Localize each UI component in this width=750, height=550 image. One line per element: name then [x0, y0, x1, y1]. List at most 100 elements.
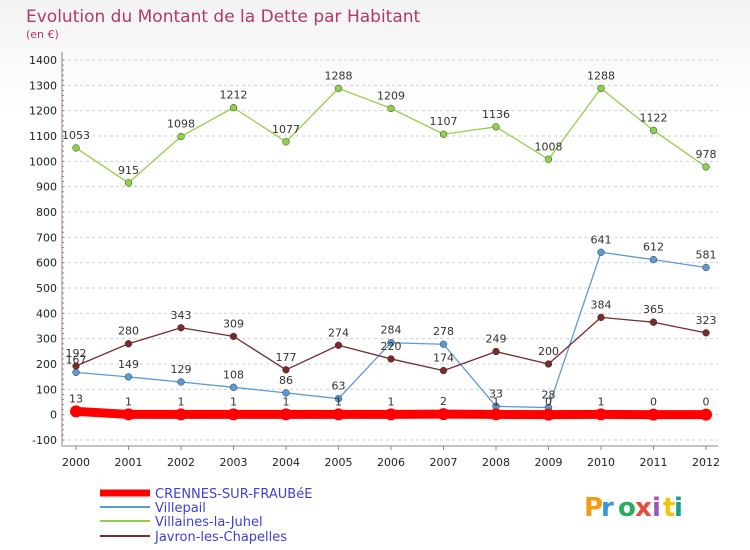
data-label: 274: [328, 326, 349, 339]
data-point: [437, 408, 450, 421]
data-point: [177, 324, 185, 332]
data-point: [597, 313, 605, 322]
x-tick-label: 2003: [220, 456, 248, 469]
y-tick-label: 400: [36, 307, 57, 320]
data-point: [544, 155, 553, 163]
x-tick-label: 2006: [377, 456, 405, 469]
x-tick-label: 2004: [272, 456, 300, 469]
data-point: [385, 408, 397, 421]
data-label: 1: [388, 395, 395, 408]
legend-label: Villaines-la-Juhel: [155, 515, 263, 530]
x-tick-label: 2011: [640, 456, 668, 469]
data-label: 641: [591, 233, 612, 246]
data-label: 1107: [430, 115, 458, 128]
data-label: 1: [230, 395, 237, 408]
data-point: [70, 405, 82, 418]
data-point: [597, 84, 605, 93]
y-tick-label: 1400: [29, 54, 57, 67]
y-tick-label: 700: [36, 231, 57, 244]
data-point: [282, 366, 290, 374]
data-point: [175, 408, 187, 421]
data-point: [124, 340, 133, 348]
y-tick-label: 1200: [29, 105, 57, 118]
data-label: 581: [696, 248, 717, 261]
x-tick-label: 2009: [535, 456, 563, 469]
data-point: [334, 395, 343, 403]
data-point: [439, 340, 448, 348]
x-tick-label: 2005: [325, 456, 353, 469]
data-point: [227, 408, 240, 421]
data-label: 1122: [640, 111, 668, 124]
data-point: [492, 347, 500, 356]
data-point: [387, 104, 395, 113]
chart-title: Evolution du Montant de la Dette par Hab…: [26, 7, 421, 27]
data-point: [649, 126, 658, 135]
data-point: [439, 366, 448, 375]
data-point: [124, 373, 133, 381]
x-tick-label: 2008: [482, 456, 510, 469]
data-label: 1077: [272, 123, 300, 136]
data-label: 1008: [535, 140, 563, 153]
data-label: 174: [433, 352, 454, 365]
data-point: [387, 355, 395, 363]
logo-letter: r: [601, 493, 614, 523]
data-label: 220: [381, 340, 402, 353]
data-label: 0: [545, 396, 552, 409]
data-label: 1212: [220, 89, 248, 102]
data-label: 1: [178, 395, 185, 408]
data-label: 108: [223, 368, 244, 381]
logo-letter: i: [674, 493, 683, 523]
data-label: 915: [118, 164, 139, 177]
data-point: [492, 123, 500, 131]
logo-letter: t: [663, 493, 675, 523]
data-label: 309: [223, 317, 244, 330]
data-label: 1: [598, 395, 605, 408]
x-tick-label: 2007: [430, 456, 458, 469]
logo-letter: i: [652, 493, 661, 523]
data-point: [649, 255, 658, 264]
data-point: [122, 408, 135, 421]
y-tick-label: -100: [32, 434, 57, 447]
data-label: 1288: [587, 69, 615, 82]
logo-letter: x: [635, 493, 652, 523]
data-label: 978: [696, 148, 717, 161]
y-tick-label: 1000: [29, 155, 57, 168]
data-label: 149: [118, 358, 139, 371]
data-point: [124, 179, 133, 187]
legend: CRENNES-SUR-FRAUBéEVillepailVillaines-la…: [100, 487, 312, 545]
data-point: [700, 408, 712, 421]
data-label: 323: [696, 314, 717, 327]
data-label: 63: [332, 380, 346, 393]
data-point: [72, 368, 80, 377]
data-point: [72, 362, 80, 370]
data-label: 1: [335, 395, 342, 408]
data-point: [702, 329, 710, 337]
y-tick-label: 1100: [29, 130, 57, 143]
axis-layer: -100010020030040050060070080090010001100…: [29, 52, 720, 469]
data-label: 284: [381, 324, 402, 337]
data-label: 33: [489, 387, 503, 400]
data-label: 1209: [377, 89, 405, 102]
data-point: [647, 408, 660, 421]
data-point: [229, 383, 238, 391]
data-label: 343: [171, 309, 192, 322]
data-label: 365: [643, 303, 664, 316]
data-point: [544, 360, 553, 368]
data-point: [702, 163, 710, 171]
x-tick-label: 2000: [62, 456, 90, 469]
data-point: [595, 408, 607, 421]
data-label: 278: [433, 325, 454, 338]
data-label: 1: [493, 395, 500, 408]
data-label: 1053: [62, 129, 90, 142]
data-label: 1288: [325, 69, 353, 82]
data-label: 28: [542, 389, 556, 402]
data-point: [282, 138, 290, 146]
data-point: [229, 332, 238, 341]
data-point: [332, 408, 345, 421]
y-tick-label: 600: [36, 257, 57, 270]
logo-letter: o: [618, 493, 636, 523]
data-point: [72, 144, 80, 152]
data-label: 1: [283, 395, 290, 408]
